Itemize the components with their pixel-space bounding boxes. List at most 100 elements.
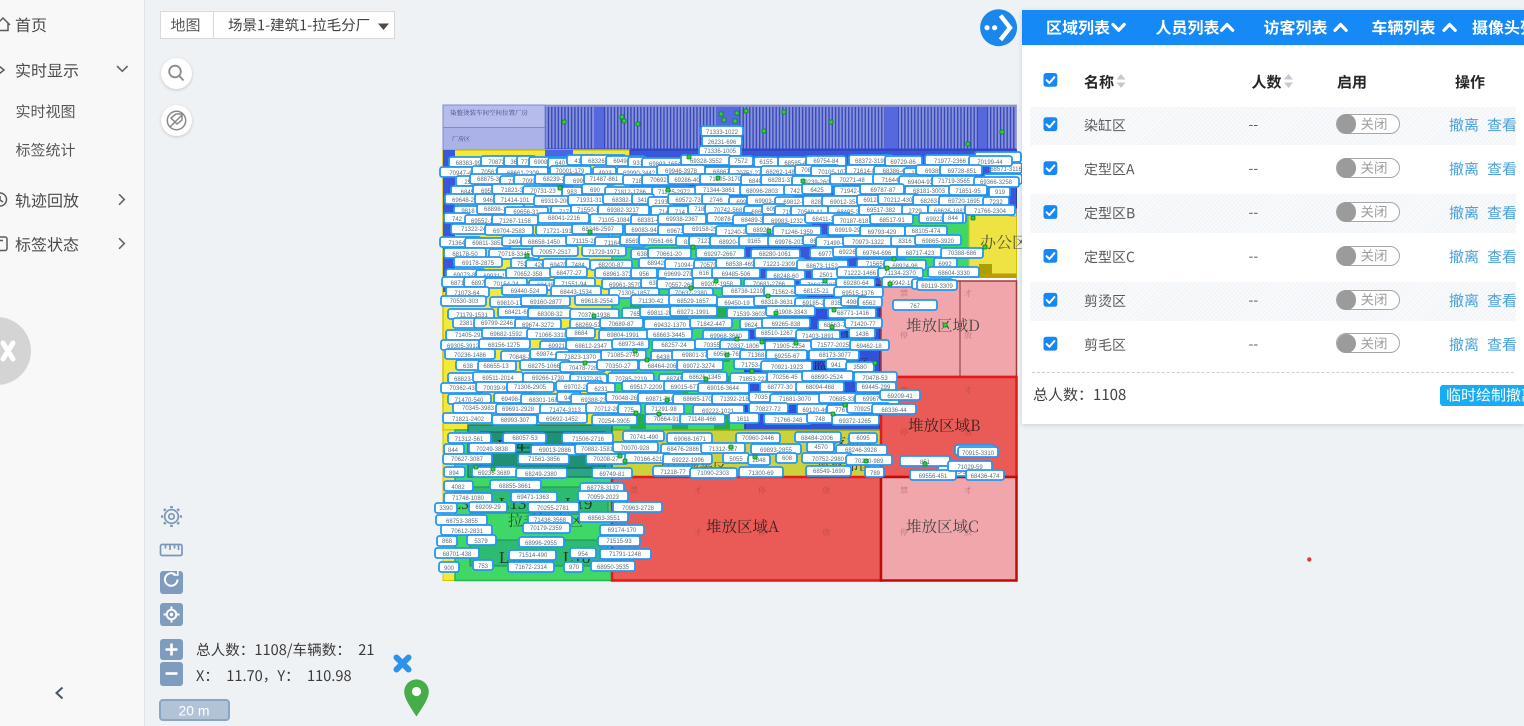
svg-text:70661-20: 70661-20 [656,252,682,258]
svg-text:946: 946 [483,198,494,204]
svg-text:71368-839: 71368-839 [748,353,777,359]
svg-text:868: 868 [442,539,453,545]
svg-text:69692-1452: 69692-1452 [546,417,579,423]
svg-text:69494-30: 69494-30 [613,159,639,165]
svg-text:69012-3540: 69012-3540 [830,200,863,206]
svg-text:69811-3852: 69811-3852 [472,241,504,247]
svg-text:69207-1958: 69207-1958 [701,282,734,288]
svg-text:71931-31: 71931-31 [576,198,602,204]
svg-text:69572-73: 69572-73 [675,198,701,204]
svg-text:919: 919 [995,190,1006,196]
svg-text:835: 835 [831,301,842,307]
svg-text:68381-47: 68381-47 [637,218,663,224]
svg-text:931: 931 [633,161,644,167]
svg-text:3390: 3390 [439,506,453,512]
svg-text:2746: 2746 [709,198,723,204]
svg-text:970: 970 [569,565,580,571]
svg-text:70947-43: 70947-43 [449,171,475,177]
svg-text:71306-2905: 71306-2905 [514,385,547,391]
svg-text:68898-1217: 68898-1217 [484,207,517,213]
svg-text:70752-2980: 70752-2980 [812,457,845,463]
svg-text:68626-1883: 68626-1883 [934,209,967,215]
svg-text:71403-1891: 71403-1891 [802,334,835,340]
svg-text:69552-1477: 69552-1477 [471,219,504,225]
svg-text:69124-66: 69124-66 [863,198,889,204]
svg-text:69236-3689: 69236-3689 [478,471,511,477]
svg-text:68248-60: 68248-60 [773,274,799,280]
svg-text:71436-3568: 71436-3568 [534,518,567,524]
svg-text:70878-1958: 70878-1958 [714,217,747,223]
svg-text:748: 748 [815,417,826,423]
svg-text:68372-3195: 68372-3195 [855,159,888,165]
svg-text:71470-540: 71470-540 [455,398,484,404]
svg-text:71300-69: 71300-69 [748,471,774,477]
svg-text:71729-1971: 71729-1971 [588,250,621,256]
svg-text:70249-3838: 70249-3838 [476,447,509,453]
svg-text:71105-1084: 71105-1084 [598,218,630,224]
svg-text:71748-1080: 71748-1080 [452,496,485,502]
svg-text:638: 638 [637,252,648,258]
svg-text:68257-24: 68257-24 [661,343,687,349]
svg-text:70105-1074: 70105-1074 [818,170,851,176]
svg-text:70179-2359: 70179-2359 [530,526,563,532]
svg-text:69893-2855: 69893-2855 [760,448,793,454]
svg-text:71372-83: 71372-83 [576,377,602,383]
svg-text:844: 844 [448,448,459,454]
svg-text:70478-53: 70478-53 [862,376,888,382]
svg-text:71644-538: 71644-538 [882,178,911,184]
svg-text:68658-1450: 68658-1450 [528,240,561,246]
svg-text:69404-933: 69404-933 [908,180,937,186]
svg-text:68777-30: 68777-30 [767,385,793,391]
svg-text:71791-1248: 71791-1248 [609,552,642,558]
svg-text:70070-928: 70070-928 [621,446,650,452]
svg-text:70848-2060: 70848-2060 [509,355,542,361]
svg-text:69754-84: 69754-84 [813,159,839,165]
svg-text:69511-2014: 69511-2014 [482,376,514,382]
svg-text:71823-1370: 71823-1370 [564,355,597,361]
svg-text:71721-1913: 71721-1913 [543,229,576,235]
svg-text:71306-1857: 71306-1857 [618,291,651,297]
svg-text:6096: 6096 [766,207,780,213]
svg-text:71514-490: 71514-490 [519,553,548,559]
svg-text:69967-798: 69967-798 [863,397,892,403]
svg-text:7572: 7572 [734,159,748,165]
svg-text:69699-2782: 69699-2782 [664,272,697,278]
svg-text:1611: 1611 [737,417,751,423]
svg-text:70718-3345: 70718-3345 [498,252,531,258]
svg-text:69682-1592: 69682-1592 [490,332,523,338]
svg-text:71222-1466: 71222-1466 [844,271,877,277]
svg-text:70960-2446: 70960-2446 [742,436,775,442]
svg-text:69556-451: 69556-451 [919,474,948,480]
svg-text:68961-3734: 68961-3734 [603,272,636,278]
svg-text:71420-77: 71420-77 [850,322,876,328]
svg-text:70921-1923: 70921-1923 [771,365,804,371]
svg-text:68973-48: 68973-48 [618,342,644,348]
svg-text:69702-2083: 69702-2083 [564,385,597,391]
svg-text:71550-1991: 71550-1991 [577,208,610,214]
svg-text:70685-3306: 70685-3306 [829,397,862,403]
svg-text:68269-52: 68269-52 [575,323,601,329]
svg-text:68663-3445: 68663-3445 [653,333,686,339]
svg-text:70166-621: 70166-621 [634,457,663,463]
svg-text:69674-3272: 69674-3272 [522,323,555,329]
svg-text:69366-3258: 69366-3258 [980,180,1013,186]
svg-text:70039-90: 70039-90 [483,386,509,392]
svg-text:71134-2370: 71134-2370 [884,271,916,277]
svg-text:71414-101: 71414-101 [501,198,530,204]
svg-text:608: 608 [782,456,793,462]
svg-text:68057-53: 68057-53 [512,436,538,442]
svg-text:70561-66: 70561-66 [647,239,673,245]
svg-text:941: 941 [831,363,842,369]
svg-text:69073-84: 69073-84 [453,273,479,279]
svg-text:69976-2034: 69976-2034 [775,240,808,246]
svg-text:70742-568: 70742-568 [714,208,743,214]
svg-text:69728-851: 69728-851 [948,169,977,175]
svg-text:69222-1021: 69222-1021 [702,409,735,415]
svg-text:69280-64: 69280-64 [843,281,869,287]
svg-text:71487-861: 71487-861 [590,177,619,183]
svg-text:71085-2749: 71085-2749 [607,353,640,359]
svg-text:71090-2303: 71090-2303 [697,471,730,477]
svg-text:70652-358: 70652-358 [514,272,543,278]
svg-text:71681-3070: 71681-3070 [779,397,812,403]
svg-text:4986: 4986 [846,300,860,306]
